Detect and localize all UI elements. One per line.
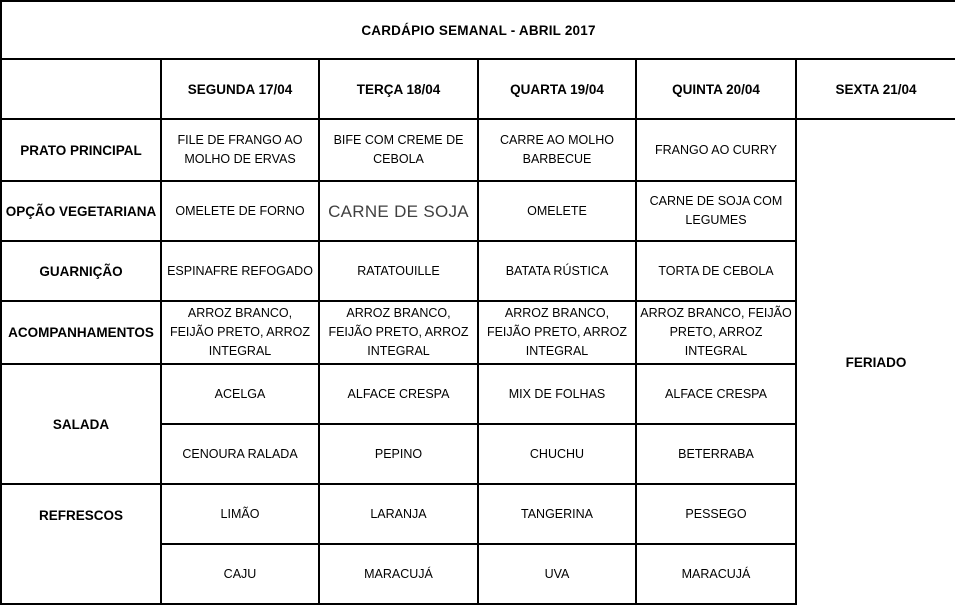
menu-cell: ESPINAFRE REFOGADO (160, 240, 320, 302)
column-header-segunda: SEGUNDA 17/04 (160, 58, 320, 120)
header-row: SEGUNDA 17/04 TERÇA 18/04 QUARTA 19/04 Q… (0, 58, 955, 120)
menu-cell: CARNE DE SOJA COM LEGUMES (635, 180, 797, 242)
menu-cell: ALFACE CRESPA (318, 363, 479, 425)
column-header-quinta: QUINTA 20/04 (635, 58, 797, 120)
menu-cell: CENOURA RALADA (160, 423, 320, 485)
column-header-sexta: SEXTA 21/04 (795, 58, 955, 120)
menu-cell: MARACUJÁ (318, 543, 479, 605)
title-row: CARDÁPIO SEMANAL - ABRIL 2017 (0, 0, 955, 60)
menu-cell: ALFACE CRESPA (635, 363, 797, 425)
menu-cell: LARANJA (318, 483, 479, 545)
menu-cell: TANGERINA (477, 483, 637, 545)
menu-cell: ARROZ BRANCO, FEIJÃO PRETO, ARROZ INTEGR… (318, 300, 479, 365)
page-title: CARDÁPIO SEMANAL - ABRIL 2017 (0, 0, 955, 60)
column-header-quarta: QUARTA 19/04 (477, 58, 637, 120)
menu-cell: PEPINO (318, 423, 479, 485)
table-row: PRATO PRINCIPAL FILE DE FRANGO AO MOLHO … (0, 118, 955, 604)
menu-cell: CARRE AO MOLHO BARBECUE (477, 118, 637, 182)
menu-cell: BATATA RÚSTICA (477, 240, 637, 302)
row-label-refrescos: REFRESCOS (0, 483, 162, 605)
menu-cell: UVA (477, 543, 637, 605)
menu-cell: CAJU (160, 543, 320, 605)
menu-cell: CARNE DE SOJA (318, 180, 479, 242)
menu-cell: MIX DE FOLHAS (477, 363, 637, 425)
row-label-opcao-vegetariana: OPÇÃO VEGETARIANA (0, 180, 162, 242)
table-row: CENOURA RALADA PEPINO CHUCHU BETERRABA (1, 423, 955, 485)
table-row: OPÇÃO VEGETARIANA OMELETE DE FORNO CARNE… (0, 180, 955, 242)
row-label-salada: SALADA (0, 363, 162, 485)
row-label-guarnicao: GUARNIÇÃO (0, 240, 162, 302)
menu-cell: ARROZ BRANCO, FEIJÃO PRETO, ARROZ INTEGR… (160, 300, 320, 365)
menu-cell: FILE DE FRANGO AO MOLHO DE ERVAS (160, 118, 320, 182)
menu-cell: OMELETE (477, 180, 637, 242)
menu-cell: FRANGO AO CURRY (635, 118, 797, 182)
menu-cell: ACELGA (160, 363, 320, 425)
table-row: ACOMPANHAMENTOS ARROZ BRANCO, FEIJÃO PRE… (0, 300, 955, 365)
holiday-cell: FERIADO (795, 118, 955, 604)
menu-cell: MARACUJÁ (635, 543, 797, 605)
table-row: REFRESCOS LIMÃO LARANJA TANGERINA PESSEG… (0, 483, 955, 605)
menu-cell: BIFE COM CREME DE CEBOLA (318, 118, 479, 182)
menu-cell: OMELETE DE FORNO (160, 180, 320, 242)
row-label-acompanhamentos: ACOMPANHAMENTOS (0, 300, 162, 365)
table-row: SALADA ACELGA ALFACE CRESPA MIX DE FOLHA… (0, 363, 955, 485)
menu-cell: TORTA DE CEBOLA (635, 240, 797, 302)
menu-cell: PESSEGO (635, 483, 797, 545)
menu-cell: CHUCHU (477, 423, 637, 485)
menu-cell: RATATOUILLE (318, 240, 479, 302)
menu-cell: ARROZ BRANCO, FEIJÃO PRETO, ARROZ INTEGR… (477, 300, 637, 365)
menu-cell: BETERRABA (635, 423, 797, 485)
menu-cell: ARROZ BRANCO, FEIJÃO PRETO, ARROZ INTEGR… (635, 300, 797, 365)
menu-cell: LIMÃO (160, 483, 320, 545)
corner-cell (0, 58, 162, 120)
table-row: GUARNIÇÃO ESPINAFRE REFOGADO RATATOUILLE… (0, 240, 955, 302)
column-header-terca: TERÇA 18/04 (318, 58, 479, 120)
row-label-prato-principal: PRATO PRINCIPAL (0, 118, 162, 182)
